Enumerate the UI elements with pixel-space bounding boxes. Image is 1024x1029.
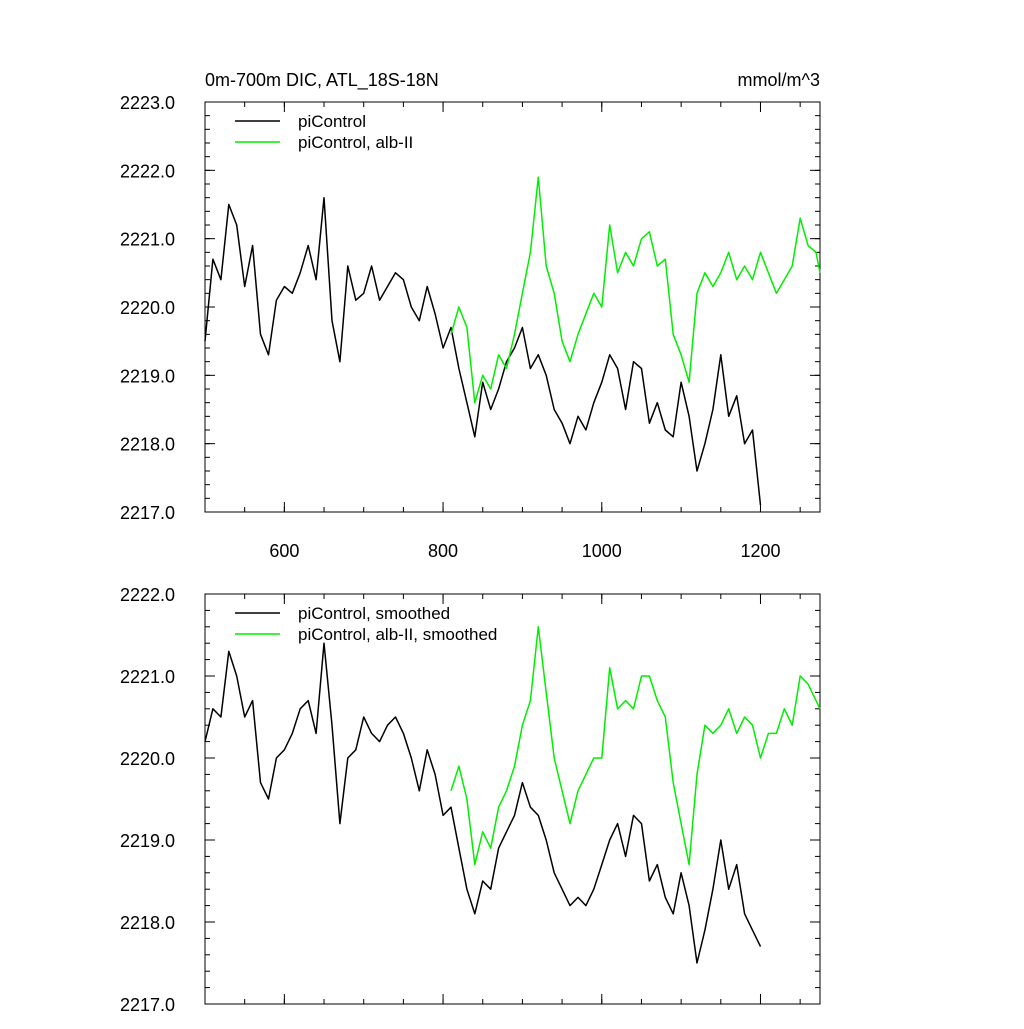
- chart-title: 0m-700m DIC, ATL_18S-18N: [205, 70, 439, 91]
- bottom-panel: 2217.0 2218.0 2219.0 2220.0 2221.0 2222.0 piC…: [120, 585, 821, 1015]
- series-layer: [204, 176, 821, 506]
- y-tick-label: 2223.0: [120, 93, 175, 113]
- legend-label-picontrol-smoothed: piControl, smoothed: [298, 604, 450, 623]
- top-panel: 0m-700m DIC, ATL_18S-18N mmol/m^3 2217.0…: [120, 70, 821, 561]
- plot-frame: [204, 101, 821, 513]
- legend-label-alb-ii-smoothed: piControl, alb-II, smoothed: [298, 625, 497, 644]
- y-tick-label: 2220.0: [120, 749, 175, 769]
- y-tick-label: 2222.0: [120, 585, 175, 605]
- plot-frame: [204, 593, 821, 1005]
- x-tick-label: 1000: [582, 541, 622, 561]
- series-line-picontrol-alb-ii: [450, 176, 821, 404]
- tick-layer: 2217.0 2218.0 2219.0 2220.0 2221.0 2222.0 2223…: [120, 93, 820, 561]
- units-label: mmol/m^3: [738, 70, 820, 90]
- y-tick-label: 2220.0: [120, 298, 175, 318]
- legend-label-alb-ii: piControl, alb-II: [298, 133, 413, 152]
- legend-label-picontrol: piControl: [298, 112, 366, 131]
- y-tick-label: 2218.0: [120, 435, 175, 455]
- y-tick-label: 2217.0: [120, 503, 175, 523]
- x-tick-label: 800: [428, 541, 458, 561]
- series-line-picontrol: [204, 196, 762, 506]
- y-tick-label: 2218.0: [120, 913, 175, 933]
- series-line-picontrol-alb-ii-smoothed: [450, 626, 821, 866]
- series-layer: [204, 626, 821, 964]
- x-tick-label: 1200: [740, 541, 780, 561]
- legend: piControl, smoothed piControl, alb-II, s…: [235, 604, 497, 644]
- y-tick-label: 2221.0: [120, 667, 175, 687]
- y-tick-label: 2219.0: [120, 366, 175, 386]
- y-tick-label: 2221.0: [120, 230, 175, 250]
- y-tick-label: 2217.0: [120, 995, 175, 1015]
- y-tick-label: 2219.0: [120, 831, 175, 851]
- y-tick-label: 2222.0: [120, 161, 175, 181]
- x-tick-label: 600: [269, 541, 299, 561]
- legend: piControl piControl, alb-II: [235, 112, 413, 152]
- tick-layer: 2217.0 2218.0 2219.0 2220.0 2221.0 2222.0: [120, 585, 820, 1015]
- series-line-picontrol-smoothed: [204, 642, 762, 964]
